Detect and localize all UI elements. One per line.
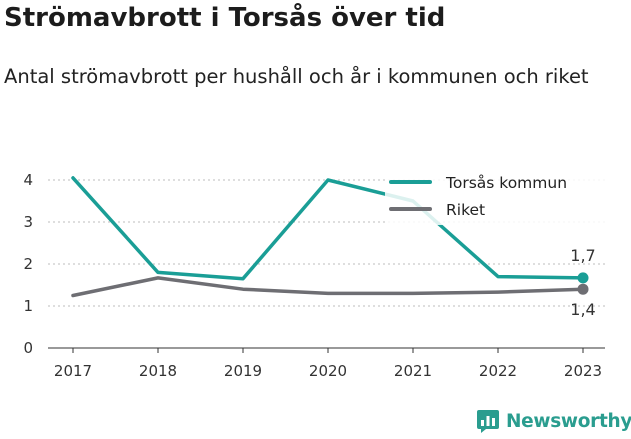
brand-name: Newsworthy	[506, 410, 631, 432]
end-point-marker	[577, 283, 589, 295]
end-value-label: 1,7	[570, 246, 595, 265]
legend-background	[385, 165, 610, 225]
y-tick-label: 2	[23, 255, 33, 273]
y-tick-label: 3	[23, 213, 33, 231]
x-tick-label: 2017	[54, 362, 92, 380]
end-point-marker	[577, 272, 589, 284]
x-tick-label: 2018	[139, 362, 177, 380]
newsworthy-icon	[477, 410, 499, 433]
legend-label: Torsås kommun	[445, 174, 567, 192]
y-tick-label: 1	[23, 297, 33, 315]
end-value-label: 1,4	[570, 300, 595, 319]
legend-label: Riket	[446, 201, 485, 219]
series-line-riket	[71, 276, 585, 298]
series-line-torsas	[71, 176, 585, 281]
x-tick-label: 2020	[309, 362, 347, 380]
x-tick-label: 2021	[394, 362, 432, 380]
y-tick-label: 4	[23, 171, 33, 189]
x-tick-label: 2019	[224, 362, 262, 380]
x-tick-label: 2022	[479, 362, 517, 380]
chart-subtitle: Antal strömavbrott per hushåll och år i …	[4, 65, 589, 88]
y-tick-label: 0	[23, 339, 33, 357]
x-tick-label: 2023	[564, 362, 602, 380]
newsworthy-logo: Newsworthy	[476, 406, 631, 436]
chart-title: Strömavbrott i Torsås över tid	[4, 3, 446, 33]
